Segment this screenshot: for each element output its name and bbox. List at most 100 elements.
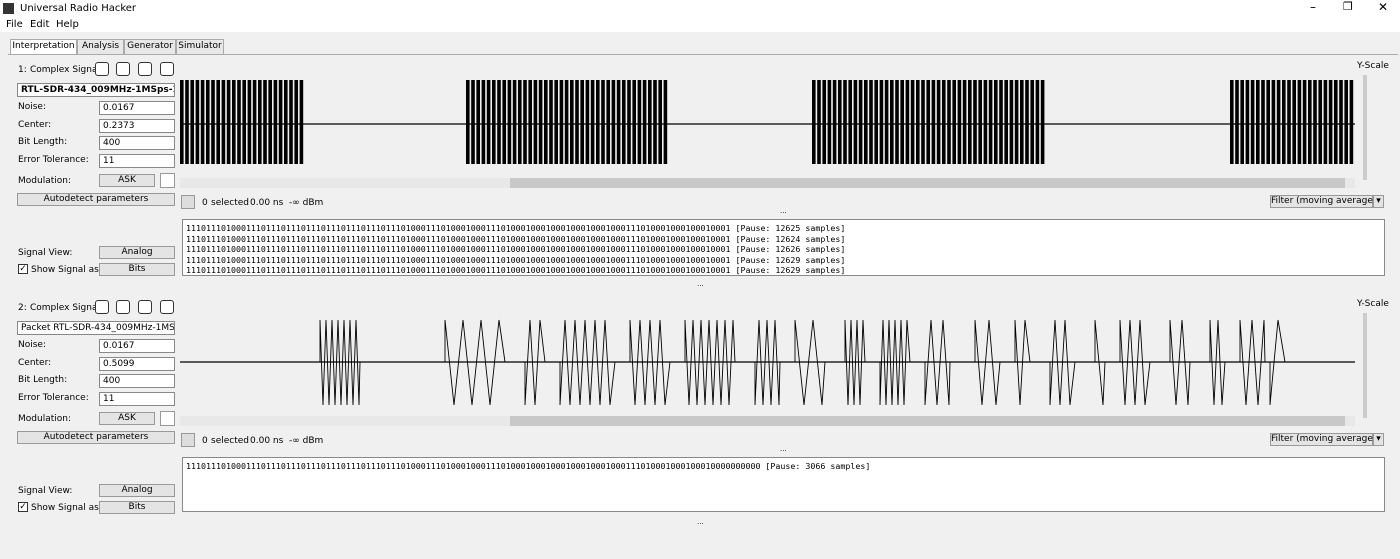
wrench[interactable]	[160, 173, 175, 188]
modulation[interactable]: ASK	[99, 174, 155, 187]
signal-view[interactable]: Analog	[99, 246, 175, 259]
field-label: Noise:	[18, 340, 46, 350]
checkbox[interactable]: ✓	[18, 264, 28, 274]
h-scroll-thumb[interactable]	[510, 416, 1345, 426]
burst	[1323, 80, 1328, 164]
splitter[interactable]: ...	[697, 280, 704, 288]
tab[interactable]: Generator	[124, 39, 176, 54]
wrench[interactable]	[160, 411, 175, 426]
signal-name[interactable]: RTL-SDR-434_009MHz-1MSps-1MHz	[17, 83, 175, 97]
tool-icon[interactable]	[138, 62, 152, 76]
y-scale-label: Y-Scale	[1357, 61, 1389, 71]
selected-count: 0	[202, 436, 208, 446]
burst	[988, 80, 993, 164]
burst	[1250, 80, 1255, 164]
tab[interactable]: Analysis	[77, 39, 124, 54]
burst	[663, 80, 668, 164]
burst	[211, 80, 215, 164]
autodetect[interactable]: Autodetect parameters	[17, 431, 175, 444]
field-value[interactable]: 11	[99, 154, 175, 169]
burst	[180, 319, 1355, 406]
burst	[538, 80, 543, 164]
burst	[299, 80, 304, 164]
eject-icon[interactable]	[181, 195, 195, 209]
filter[interactable]: Filter (moving average)	[1270, 433, 1377, 446]
burst	[1230, 80, 1234, 164]
waveform	[180, 80, 1355, 164]
splitter[interactable]: ...	[780, 445, 787, 453]
tab[interactable]: Interpretation	[10, 39, 77, 54]
burst	[910, 80, 915, 164]
menu-item[interactable]: Help	[56, 19, 79, 30]
burst	[180, 319, 1355, 406]
tool-icon[interactable]	[116, 300, 130, 314]
bit-line: 1110111010001110111011101110111011101110…	[186, 233, 846, 244]
signal-view-label: Signal View:	[18, 248, 73, 258]
field-value[interactable]: 0.0167	[99, 339, 175, 353]
burst	[247, 80, 252, 164]
burst	[832, 80, 837, 164]
menu-item[interactable]: Edit	[30, 19, 50, 30]
burst	[648, 80, 652, 164]
field-value[interactable]: 400	[99, 136, 175, 151]
burst	[476, 80, 480, 164]
filter[interactable]: Filter (moving average)	[1270, 195, 1377, 208]
field-label: Center:	[18, 357, 52, 368]
burst	[497, 80, 501, 164]
bits-view[interactable]: 1110111010001110111011101110111011101110…	[182, 219, 1385, 276]
burst	[978, 80, 982, 164]
burst	[1009, 80, 1014, 164]
field-label: Error Tolerance:	[18, 155, 89, 166]
bit-line: 1110111010001110111011101110111011101110…	[186, 265, 846, 275]
field-value[interactable]: 11	[99, 392, 175, 407]
tool-icon[interactable]	[116, 62, 130, 76]
burst	[570, 80, 574, 164]
y-scale-slider[interactable]	[1363, 313, 1367, 418]
tool-icon[interactable]	[160, 300, 174, 314]
burst	[596, 80, 600, 164]
burst	[627, 80, 631, 164]
y-scale-slider[interactable]	[1363, 75, 1367, 180]
tool-icon[interactable]	[95, 300, 109, 314]
burst	[1302, 80, 1307, 164]
tool-icon[interactable]	[160, 62, 174, 76]
bit-line: 1110111010001110111011101110111011101110…	[186, 254, 846, 265]
splitter[interactable]: ...	[697, 518, 704, 526]
menu-item[interactable]: File	[6, 19, 23, 30]
burst	[947, 80, 951, 164]
signal-view[interactable]: Analog	[99, 484, 175, 497]
field-value[interactable]: 400	[99, 374, 175, 389]
minimize[interactable]: –	[1310, 0, 1316, 14]
close[interactable]: ✕	[1378, 0, 1389, 14]
burst	[564, 80, 569, 164]
burst	[999, 80, 1003, 164]
splitter[interactable]: ...	[780, 207, 787, 215]
burst	[936, 80, 941, 164]
burst	[232, 80, 236, 164]
burst	[601, 80, 605, 164]
tool-icon[interactable]	[95, 62, 109, 76]
eject-icon[interactable]	[181, 433, 195, 447]
filter-menu[interactable]: ▾	[1373, 195, 1384, 208]
burst	[858, 80, 863, 164]
h-scroll-thumb[interactable]	[510, 178, 1345, 188]
modulation[interactable]: ASK	[99, 412, 155, 425]
burst	[890, 80, 894, 164]
filter-menu[interactable]: ▾	[1373, 433, 1384, 446]
signal-name[interactable]: Packet RTL-SDR-434_009MHz-1MSps-1MHz	[17, 321, 175, 335]
show-as[interactable]: Bits	[99, 501, 175, 514]
burst	[549, 80, 553, 164]
burst	[180, 319, 1355, 406]
field-value[interactable]: 0.5099	[99, 356, 175, 371]
show-as[interactable]: Bits	[99, 263, 175, 276]
burst	[221, 80, 226, 164]
restore[interactable]: ❐	[1343, 0, 1353, 13]
tab[interactable]: Simulator	[176, 39, 224, 54]
field-value[interactable]: 0.2373	[99, 118, 175, 133]
checkbox[interactable]: ✓	[18, 502, 28, 512]
bits-view[interactable]: 1110111010001110111011101110111011101110…	[182, 457, 1385, 512]
signal-index: 2:	[18, 303, 27, 313]
autodetect[interactable]: Autodetect parameters	[17, 193, 175, 206]
field-value[interactable]: 0.0167	[99, 101, 175, 115]
tool-icon[interactable]	[138, 300, 152, 314]
